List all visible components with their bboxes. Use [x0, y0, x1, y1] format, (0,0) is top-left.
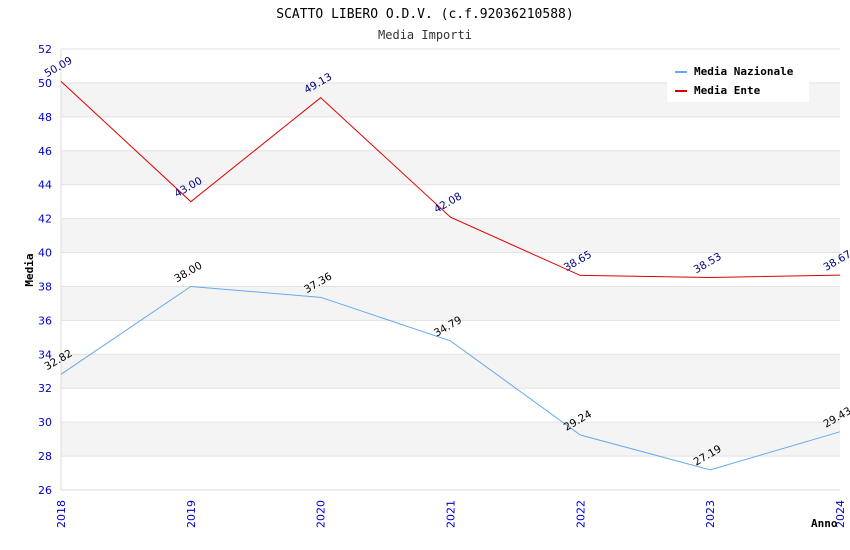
legend-label: Media Ente — [694, 84, 761, 97]
x-tick-label: 2018 — [55, 500, 68, 528]
y-tick-label: 28 — [38, 450, 52, 463]
series-line — [60, 285, 841, 471]
y-tick-label: 34 — [38, 348, 52, 361]
x-tick-label: 2023 — [704, 500, 717, 528]
series-line — [60, 81, 841, 278]
y-tick-label: 32 — [38, 382, 52, 395]
y-tick-label: 46 — [38, 145, 52, 158]
grid-band — [61, 252, 840, 287]
x-tick-label: 2020 — [315, 500, 328, 528]
x-tick-label: 2024 — [834, 500, 847, 528]
y-tick-label: 42 — [38, 213, 52, 226]
y-tick-label: 38 — [38, 280, 52, 293]
y-tick-label: 50 — [38, 77, 52, 90]
grid-band — [61, 116, 840, 151]
y-tick-label: 40 — [38, 247, 52, 260]
x-axis-label: Anno — [811, 517, 838, 530]
chart-subtitle: Media Importi — [378, 28, 472, 42]
grid-band — [61, 218, 840, 253]
grid-band — [61, 422, 840, 457]
y-tick-label: 36 — [38, 314, 52, 327]
legend-label: Media Nazionale — [694, 65, 794, 78]
x-tick-label: 2019 — [185, 500, 198, 528]
y-tick-label: 30 — [38, 416, 52, 429]
y-tick-label: 26 — [38, 484, 52, 497]
gridlines — [61, 48, 840, 491]
series-lines — [60, 81, 841, 471]
axes — [60, 49, 840, 491]
grid-bands — [61, 49, 840, 490]
chart-title: SCATTO LIBERO O.D.V. (c.f.92036210588) — [276, 7, 573, 22]
y-axis-label: Media — [23, 253, 36, 286]
x-tick-label: 2022 — [574, 500, 587, 528]
grid-band — [61, 388, 840, 423]
grid-band — [61, 286, 840, 321]
legend-box — [667, 60, 809, 102]
x-tick-label: 2021 — [445, 500, 458, 528]
y-tick-label: 44 — [38, 179, 52, 192]
legend: Media Nazionale Media Ente — [667, 60, 809, 102]
grid-band — [61, 150, 840, 185]
grid-band — [61, 320, 840, 355]
grid-band — [61, 456, 840, 490]
y-tick-label: 52 — [38, 43, 52, 56]
y-tick-label: 48 — [38, 111, 52, 124]
x-tick-labels: 2018 2019 2020 2021 2022 2023 2024 — [55, 500, 847, 528]
grid-band — [61, 354, 840, 389]
y-tick-labels: 26 28 30 32 34 36 38 40 42 44 46 48 50 52 — [38, 43, 52, 497]
